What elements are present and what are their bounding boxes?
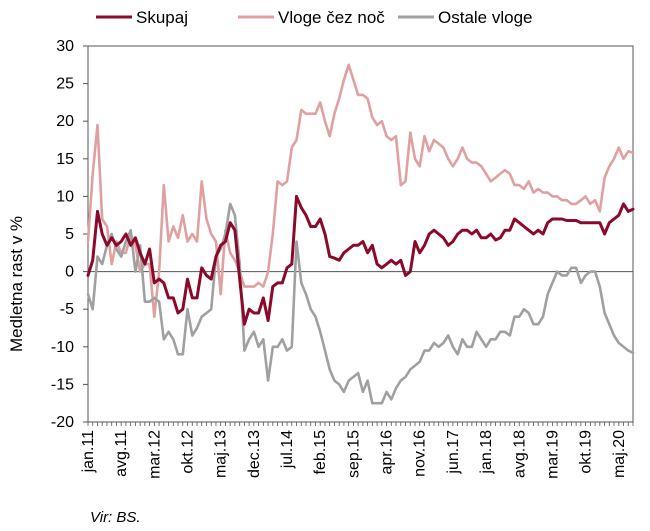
y-tick-label: 10 xyxy=(56,188,74,205)
x-tick-label: apr.16 xyxy=(379,430,396,475)
y-axis: -20 -15 -10 -5 0 5 10 15 20 25 30 xyxy=(51,38,633,431)
x-tick-label: maj.20 xyxy=(611,430,628,478)
x-tick-label: jul.14 xyxy=(279,430,296,469)
legend-label: Ostale vloge xyxy=(438,8,533,27)
y-tick-label: -5 xyxy=(60,301,74,318)
x-tick-label: avg.11 xyxy=(113,430,130,477)
x-tick-label: dec.13 xyxy=(246,430,263,478)
y-tick-label: 5 xyxy=(65,226,74,243)
y-tick-label: -10 xyxy=(51,339,74,356)
x-tick-label: okt.19 xyxy=(578,430,595,474)
series-line-ostale-vloge xyxy=(86,202,635,405)
legend-label: Skupaj xyxy=(136,8,188,27)
x-tick-label: jun.17 xyxy=(445,430,462,475)
legend: Skupaj Vloge čez noč Ostale vloge xyxy=(96,8,533,27)
series-line-skupaj xyxy=(86,194,635,326)
x-axis: jan.11 avg.11 mar.12 okt.12 maj.13 dec.13 jul.… xyxy=(80,422,634,479)
source-note: Vir: BS. xyxy=(90,509,141,526)
legend-label: Vloge čez noč xyxy=(278,8,385,27)
x-tick-label: nov.16 xyxy=(412,430,429,477)
y-tick-label: 20 xyxy=(56,113,74,130)
x-tick-label: jan.18 xyxy=(478,430,495,475)
y-tick-label: 15 xyxy=(56,151,74,168)
x-tick-label: mar.12 xyxy=(146,430,163,479)
x-tick-label: mar.19 xyxy=(544,430,561,479)
y-tick-label: 0 xyxy=(65,264,74,281)
y-axis-title: Medletna rast v % xyxy=(7,216,26,352)
x-tick-label: jan.11 xyxy=(80,430,97,474)
x-tick-label: sep.15 xyxy=(345,430,362,478)
y-tick-label: 25 xyxy=(56,76,74,93)
series-line-vloge-cez-noc xyxy=(86,63,635,318)
x-tick-label: avg.18 xyxy=(511,430,528,478)
x-tick-label: feb.15 xyxy=(312,430,329,475)
y-tick-label: 30 xyxy=(56,38,74,55)
series-group xyxy=(86,63,635,405)
y-tick-label: -15 xyxy=(51,376,74,393)
x-tick-label: maj.13 xyxy=(213,430,230,478)
y-tick-label: -20 xyxy=(51,414,74,431)
x-tick-label: okt.12 xyxy=(180,430,197,474)
